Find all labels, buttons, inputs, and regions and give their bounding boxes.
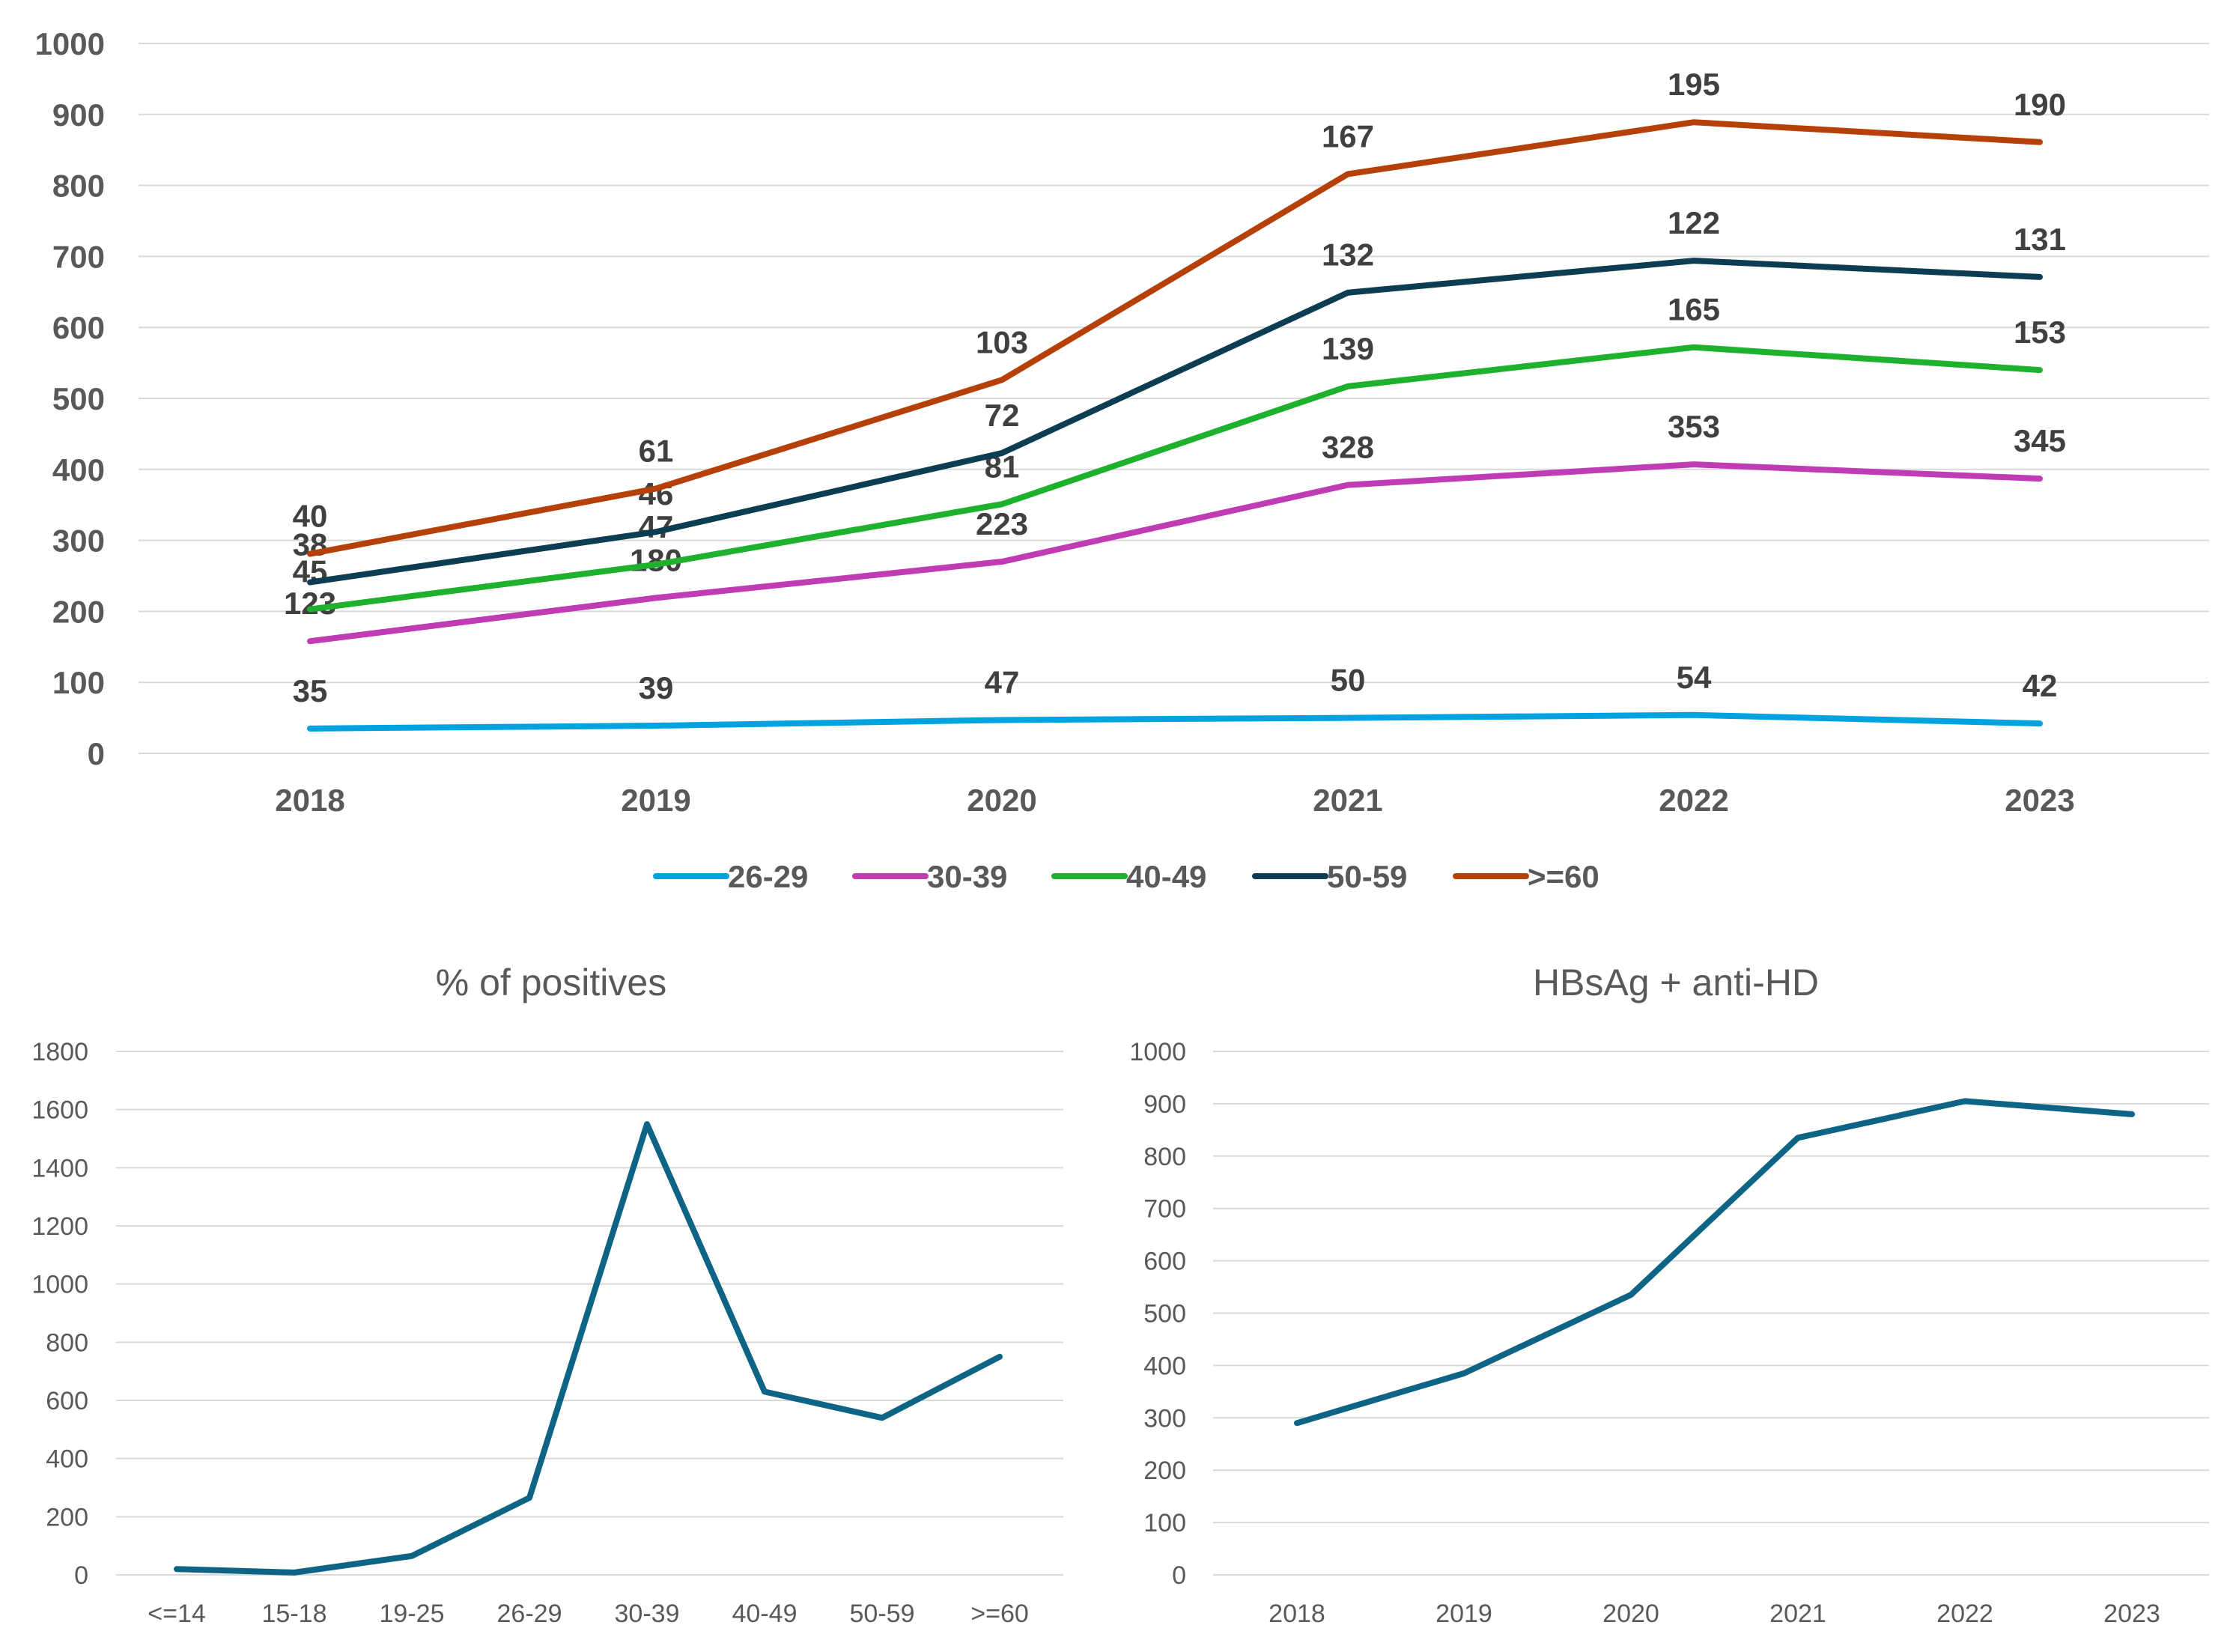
chart-title: HBsAg + anti-HD bbox=[1533, 962, 1819, 1003]
data-label: 153 bbox=[2014, 315, 2066, 350]
y-tick-label: 0 bbox=[1172, 1561, 1186, 1590]
y-tick-label: 1000 bbox=[31, 1271, 88, 1299]
legend-label: >=60 bbox=[1528, 859, 1599, 894]
y-tick-label: 800 bbox=[46, 1328, 88, 1357]
y-tick-label: 900 bbox=[52, 97, 105, 133]
y-tick-label: 600 bbox=[46, 1387, 88, 1415]
data-label: 61 bbox=[639, 433, 674, 468]
data-label: 72 bbox=[985, 398, 1020, 433]
data-label: 139 bbox=[1322, 331, 1374, 366]
legend-label: 40-49 bbox=[1126, 859, 1206, 894]
x-tick-label: 15-18 bbox=[262, 1600, 327, 1628]
x-tick-label: 2019 bbox=[621, 783, 690, 818]
x-tick-label: 2019 bbox=[1436, 1600, 1492, 1628]
y-tick-label: 600 bbox=[1143, 1248, 1186, 1276]
series-line-of-positives bbox=[174, 1121, 1003, 1576]
data-label: 195 bbox=[1668, 67, 1720, 102]
y-tick-label: 200 bbox=[1143, 1457, 1186, 1485]
y-tick-label: 1000 bbox=[1129, 1038, 1186, 1066]
data-label: 328 bbox=[1322, 430, 1374, 465]
legend-label: 26-29 bbox=[728, 859, 808, 894]
data-label: 190 bbox=[2014, 87, 2066, 122]
y-tick-label: 700 bbox=[1143, 1195, 1186, 1224]
series-line-30-39 bbox=[307, 461, 2043, 645]
data-label: 123 bbox=[284, 586, 336, 621]
x-tick-label: 2020 bbox=[967, 783, 1036, 818]
data-label: 47 bbox=[985, 664, 1020, 699]
y-tick-label: 0 bbox=[88, 736, 105, 771]
y-tick-label: 1600 bbox=[31, 1096, 88, 1125]
y-tick-label: 200 bbox=[52, 594, 105, 629]
y-tick-label: 1400 bbox=[31, 1154, 88, 1182]
data-label: 223 bbox=[976, 506, 1028, 541]
data-label: 165 bbox=[1668, 292, 1720, 327]
stacked-line-chart-age-groups: 0 100 200 300 400 500 600 700 800 900 1000 2018 2019… bbox=[35, 26, 2209, 894]
data-label: 353 bbox=[1668, 409, 1720, 444]
y-tick-label: 0 bbox=[74, 1561, 88, 1590]
x-tick-label: 19-25 bbox=[380, 1600, 445, 1628]
y-tick-label: 500 bbox=[52, 381, 105, 416]
y-tick-label: 900 bbox=[1143, 1090, 1186, 1119]
y-tick-label: 1000 bbox=[35, 26, 105, 61]
x-tick-label: 2021 bbox=[1769, 1600, 1826, 1628]
x-tick-label: 2020 bbox=[1602, 1600, 1659, 1628]
y-tick-label: 400 bbox=[46, 1445, 88, 1474]
data-label: 35 bbox=[293, 673, 328, 708]
data-label: 131 bbox=[2014, 222, 2066, 257]
y-tick-label: 800 bbox=[52, 168, 105, 204]
x-tick-label: 2022 bbox=[1659, 783, 1728, 818]
y-tick-label: 700 bbox=[52, 239, 105, 274]
x-tick-label: 2018 bbox=[1269, 1600, 1325, 1628]
y-tick-label: 400 bbox=[52, 452, 105, 488]
y-tick-label: 300 bbox=[1143, 1404, 1186, 1433]
data-label: 40 bbox=[293, 499, 328, 534]
data-label: 167 bbox=[1322, 118, 1374, 154]
y-tick-label: 600 bbox=[52, 310, 105, 345]
data-label: 132 bbox=[1322, 237, 1374, 273]
x-tick-label: 50-59 bbox=[850, 1600, 915, 1628]
series-line-40-49 bbox=[307, 344, 2043, 613]
x-tick-label: 30-39 bbox=[615, 1600, 680, 1628]
x-tick-label: 26-29 bbox=[497, 1600, 562, 1628]
y-tick-label: 300 bbox=[52, 523, 105, 559]
data-label: 50 bbox=[1331, 663, 1366, 698]
y-tick-label: 500 bbox=[1143, 1300, 1186, 1328]
y-tick-label: 100 bbox=[52, 665, 105, 700]
x-tick-label: 2023 bbox=[2103, 1600, 2160, 1628]
x-tick-label: 40-49 bbox=[732, 1600, 798, 1628]
series-line-26-29 bbox=[307, 711, 2043, 732]
data-label: 54 bbox=[1677, 660, 1712, 695]
x-tick-label: 2023 bbox=[2005, 783, 2074, 818]
series-line-50-59 bbox=[307, 258, 2043, 586]
y-tick-label: 200 bbox=[46, 1503, 88, 1531]
data-label: 345 bbox=[2014, 423, 2066, 458]
x-tick-label: >=60 bbox=[970, 1600, 1029, 1628]
y-tick-label: 1200 bbox=[31, 1212, 88, 1241]
x-tick-label: 2021 bbox=[1313, 783, 1382, 818]
legend-label: 30-39 bbox=[927, 859, 1007, 894]
y-tick-label: 400 bbox=[1143, 1352, 1186, 1380]
chart-title: % of positives bbox=[436, 962, 666, 1003]
data-label: 103 bbox=[976, 324, 1028, 359]
y-tick-label: 800 bbox=[1143, 1143, 1186, 1171]
y-tick-label: 100 bbox=[1143, 1509, 1186, 1537]
y-tick-label: 1800 bbox=[31, 1038, 88, 1066]
legend-label: 50-59 bbox=[1327, 859, 1407, 894]
x-tick-label: <=14 bbox=[148, 1600, 206, 1628]
data-label: 122 bbox=[1668, 205, 1720, 240]
data-label: 39 bbox=[639, 670, 674, 705]
line-chart-hbsag-anti-hd: HBsAg + anti-HD 0 100 200 300 400 500 600 700 800… bbox=[1129, 962, 2209, 1628]
series-line-hbsag-anti-hd bbox=[1294, 1098, 2135, 1427]
data-label: 42 bbox=[2023, 668, 2058, 703]
line-chart-percent-positives: % of positives 0 200 400 600 800 1000 1200 1400 1… bbox=[31, 962, 1063, 1628]
series-line-gte-60 bbox=[307, 119, 2043, 557]
x-tick-label: 2018 bbox=[275, 783, 344, 818]
x-tick-label: 2022 bbox=[1936, 1600, 1993, 1628]
